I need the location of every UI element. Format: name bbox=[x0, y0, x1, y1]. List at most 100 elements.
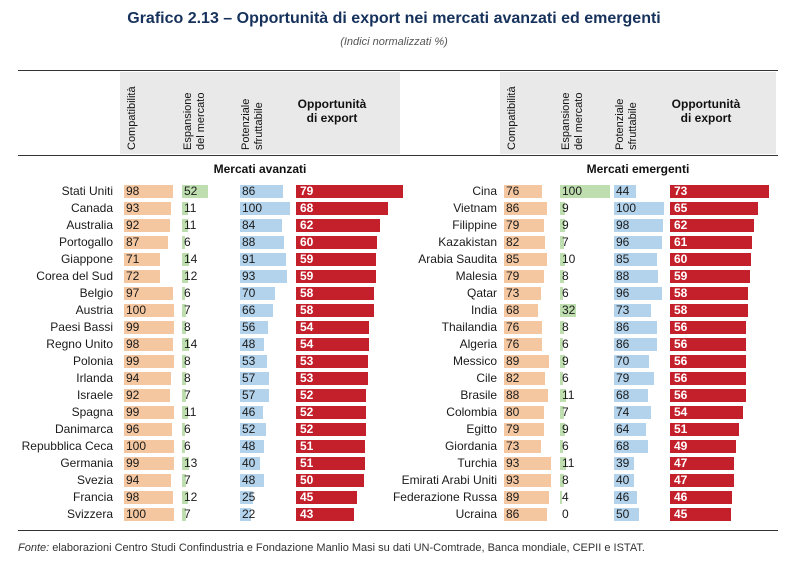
value-potenziale: 100 bbox=[242, 201, 263, 215]
value-potenziale: 88 bbox=[616, 269, 630, 283]
value-opportunita: 54 bbox=[674, 405, 688, 419]
value-opportunita: 53 bbox=[300, 371, 314, 385]
country-name: Israele bbox=[76, 388, 113, 402]
value-potenziale: 46 bbox=[616, 490, 630, 504]
country-name: Svizzera bbox=[66, 507, 113, 521]
bar-opportunita bbox=[670, 338, 746, 351]
value-potenziale: 57 bbox=[242, 388, 256, 402]
value-espansione: 7 bbox=[562, 405, 569, 419]
bar-opportunita bbox=[670, 457, 734, 470]
value-potenziale: 46 bbox=[242, 405, 256, 419]
bar-compatibilita bbox=[124, 491, 173, 504]
value-potenziale: 66 bbox=[242, 303, 256, 317]
value-espansione: 11 bbox=[184, 201, 197, 215]
value-potenziale: 40 bbox=[616, 473, 630, 487]
table-row: Paesi Bassi 99 8 56 54 bbox=[0, 320, 788, 335]
country-name: Belgio bbox=[79, 286, 113, 300]
country-name: Stati Uniti bbox=[61, 184, 113, 198]
bar-compatibilita bbox=[124, 236, 168, 249]
bar-espansione bbox=[182, 219, 188, 232]
value-opportunita: 43 bbox=[300, 507, 314, 521]
country-name: Portogallo bbox=[58, 235, 113, 249]
value-opportunita: 56 bbox=[674, 354, 688, 368]
value-opportunita: 51 bbox=[674, 422, 688, 436]
value-compatibilita: 76 bbox=[506, 337, 520, 351]
bar-potenziale bbox=[614, 270, 658, 283]
country-name: India bbox=[470, 303, 497, 317]
bar-espansione bbox=[560, 355, 565, 368]
table-row: Francia 98 12 25 45 bbox=[0, 490, 788, 505]
country-name: Spagna bbox=[71, 405, 113, 419]
value-compatibilita: 98 bbox=[126, 184, 140, 198]
value-compatibilita: 99 bbox=[126, 456, 140, 470]
table-row: Danimarca 96 6 52 52 bbox=[0, 422, 788, 437]
bar-potenziale bbox=[614, 338, 657, 351]
bar-potenziale bbox=[240, 508, 251, 521]
bar-potenziale bbox=[614, 355, 649, 368]
bar-espansione bbox=[182, 321, 186, 334]
bar-espansione bbox=[182, 185, 208, 198]
bar-espansione bbox=[560, 236, 564, 249]
bar-potenziale bbox=[240, 389, 269, 402]
bar-potenziale bbox=[240, 457, 260, 470]
country-name: Regno Unito bbox=[46, 337, 113, 351]
value-espansione: 6 bbox=[184, 422, 191, 436]
table-row: Colombia 80 7 74 54 bbox=[0, 405, 788, 420]
value-compatibilita: 76 bbox=[506, 320, 520, 334]
country-name: Arabia Saudita bbox=[418, 252, 497, 266]
value-potenziale: 22 bbox=[242, 507, 256, 521]
value-espansione: 8 bbox=[562, 269, 569, 283]
value-compatibilita: 99 bbox=[126, 354, 140, 368]
value-opportunita: 61 bbox=[674, 235, 688, 249]
bar-potenziale bbox=[614, 457, 634, 470]
bar-compatibilita bbox=[124, 474, 171, 487]
value-potenziale: 70 bbox=[616, 354, 630, 368]
bar-compatibilita bbox=[124, 355, 174, 368]
table-row: Kazakistan 82 7 96 61 bbox=[0, 235, 788, 250]
value-potenziale: 73 bbox=[616, 303, 630, 317]
value-opportunita: 59 bbox=[300, 269, 314, 283]
header-opportunita-line1: Opportunità bbox=[671, 97, 741, 111]
value-opportunita: 45 bbox=[674, 507, 688, 521]
value-opportunita: 53 bbox=[300, 354, 314, 368]
bar-potenziale bbox=[240, 270, 287, 283]
table-row: Malesia 79 8 88 59 bbox=[0, 269, 788, 284]
group-title: Mercati emergenti bbox=[586, 162, 690, 176]
bar-compatibilita bbox=[124, 457, 174, 470]
value-opportunita: 58 bbox=[300, 303, 314, 317]
bar-opportunita bbox=[296, 423, 367, 436]
bar-potenziale bbox=[614, 219, 663, 232]
value-compatibilita: 72 bbox=[126, 269, 140, 283]
bar-potenziale bbox=[240, 491, 253, 504]
bar-opportunita bbox=[296, 457, 365, 470]
bar-opportunita bbox=[670, 474, 734, 487]
bar-espansione bbox=[182, 423, 185, 436]
bar-opportunita bbox=[670, 389, 746, 402]
bar-opportunita bbox=[670, 355, 746, 368]
value-espansione: 8 bbox=[562, 320, 569, 334]
bar-opportunita bbox=[296, 236, 377, 249]
country-name: Germania bbox=[60, 456, 113, 470]
bar-espansione bbox=[182, 372, 186, 385]
bar-compatibilita bbox=[504, 287, 541, 300]
value-compatibilita: 89 bbox=[506, 490, 520, 504]
table-row: Cile 82 6 79 56 bbox=[0, 371, 788, 386]
country-name: Ucraina bbox=[455, 507, 497, 521]
value-opportunita: 68 bbox=[300, 201, 314, 215]
bar-espansione bbox=[182, 270, 188, 283]
header-espansione-line2: del mercato bbox=[573, 92, 585, 150]
value-potenziale: 70 bbox=[242, 286, 256, 300]
value-potenziale: 53 bbox=[242, 354, 256, 368]
value-espansione: 6 bbox=[562, 286, 569, 300]
bar-opportunita bbox=[296, 491, 357, 504]
table-row: Thailandia 76 8 86 56 bbox=[0, 320, 788, 335]
value-opportunita: 46 bbox=[674, 490, 688, 504]
bar-espansione bbox=[560, 423, 565, 436]
value-opportunita: 62 bbox=[300, 218, 314, 232]
bar-espansione bbox=[182, 389, 186, 402]
table-row: Turchia 93 11 39 47 bbox=[0, 456, 788, 471]
value-potenziale: 68 bbox=[616, 439, 630, 453]
bar-compatibilita bbox=[504, 491, 549, 504]
country-name: Svezia bbox=[76, 473, 113, 487]
value-potenziale: 40 bbox=[242, 456, 256, 470]
